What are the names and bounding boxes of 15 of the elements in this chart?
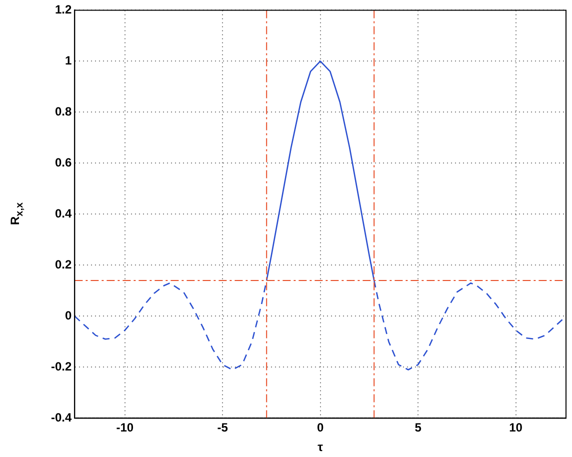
y-tick-label: 0.6	[54, 156, 72, 170]
y-tick-label: 0.4	[54, 206, 72, 221]
x-tick-label: -10	[116, 420, 134, 435]
y-tick-label: 0.8	[54, 104, 72, 119]
y-tick-label: 0.2	[54, 258, 72, 272]
x-tick-label: 0	[316, 420, 324, 435]
x-axis-title: τ	[318, 440, 324, 454]
y-tick-label: -0.2	[50, 360, 72, 374]
x-tick-label: 10	[509, 420, 523, 435]
y-tick-label: 0	[64, 308, 72, 323]
x-tick-label: 5	[414, 420, 422, 435]
y-tick-label: 1	[64, 54, 72, 68]
y-tick-label: 1.2	[54, 2, 72, 17]
x-tick-label: -5	[217, 420, 228, 435]
y-tick-label: -0.4	[50, 410, 72, 425]
